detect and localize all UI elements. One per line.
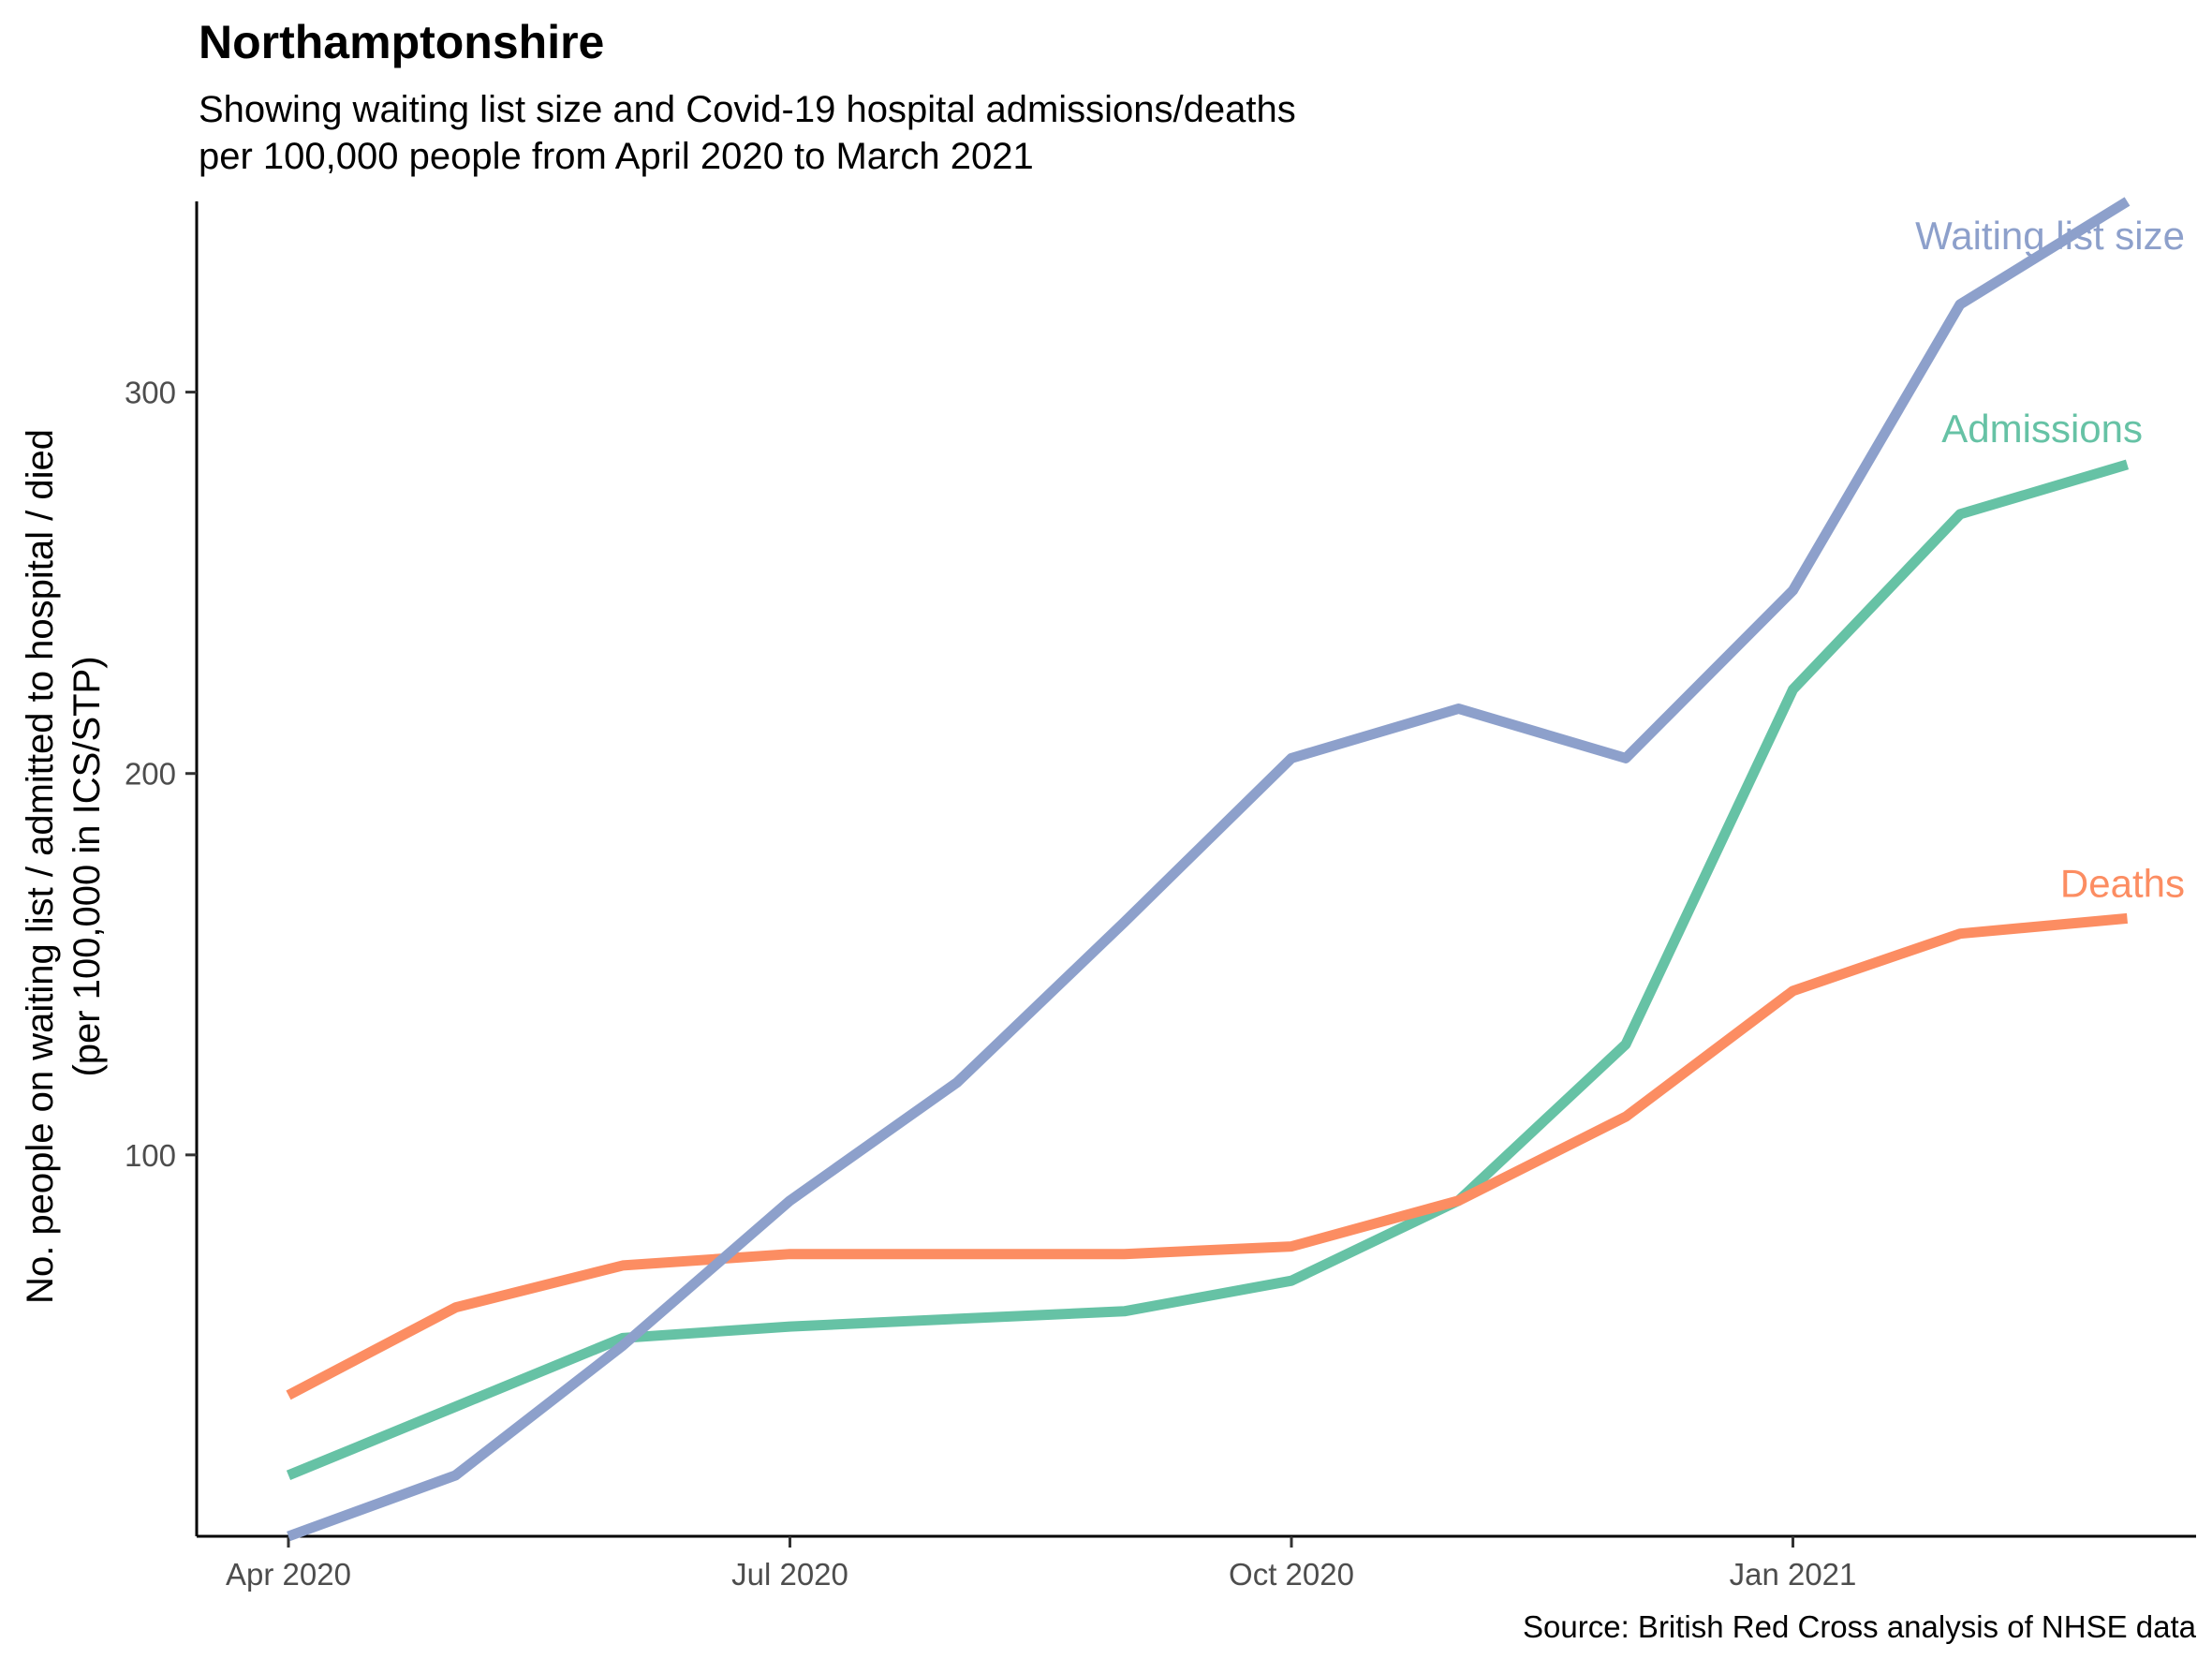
series-layer — [286, 197, 2131, 1542]
chart-subtitle-line-2: per 100,000 people from April 2020 to Ma… — [199, 136, 1034, 177]
y-axis-title-line-2: (per 100,000 in ICS/STP) — [66, 656, 108, 1076]
y-tick-label: 300 — [125, 376, 176, 410]
series-line-admissions — [286, 459, 2130, 1480]
y-tick-label: 200 — [125, 757, 176, 792]
series-labels-layer: Waiting list size Admissions Deaths — [1915, 214, 2185, 905]
series-label-admissions: Admissions — [1941, 407, 2143, 451]
chart-caption: Source: British Red Cross analysis of NH… — [1523, 1609, 2197, 1644]
x-tick-label: Jan 2021 — [1730, 1557, 1857, 1592]
y-axis-title-line-1: No. people on waiting list / admitted to… — [20, 429, 61, 1304]
x-tick-label: Oct 2020 — [1229, 1557, 1354, 1592]
series-line-deaths — [286, 912, 2129, 1400]
axes: 100 200 300 Apr 2020 Jul 2020 Oct 2020 Jan 202… — [125, 201, 2196, 1592]
chart-subtitle-line-1: Showing waiting list size and Covid-19 h… — [199, 89, 1296, 130]
series-line-waiting-list-size — [287, 197, 2131, 1542]
chart-title: Northamptonshire — [199, 16, 604, 68]
series-label-waiting-list-size: Waiting list size — [1915, 214, 2185, 258]
y-tick-label: 100 — [125, 1138, 176, 1173]
x-tick-label: Jul 2020 — [731, 1557, 848, 1592]
x-tick-label: Apr 2020 — [226, 1557, 351, 1592]
y-axis-title: No. people on waiting list / admitted to… — [20, 429, 108, 1304]
series-label-deaths: Deaths — [2060, 861, 2185, 905]
